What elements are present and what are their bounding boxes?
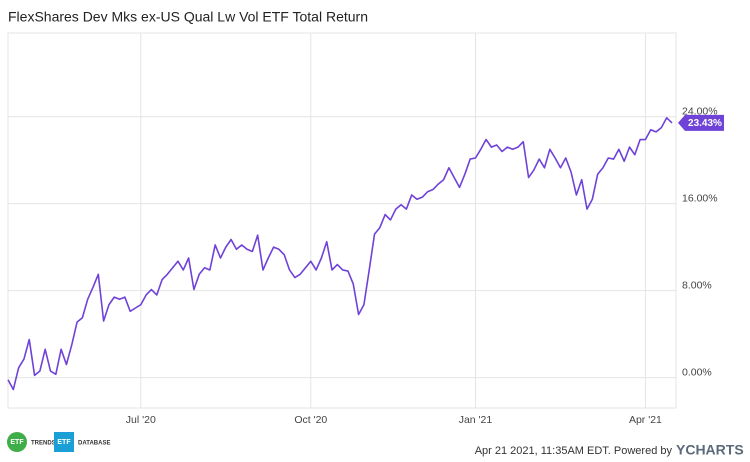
x-tick-label: Jul '20 — [126, 414, 156, 426]
logo-text: DATABASE — [78, 441, 110, 447]
logo-badge — [54, 432, 74, 452]
y-tick-label: 0.00% — [682, 366, 712, 378]
x-tick-label: Oct '20 — [294, 414, 327, 426]
x-tick-label: Jan '21 — [459, 414, 493, 426]
value-badge — [678, 114, 724, 131]
y-tick-label: 8.00% — [682, 279, 712, 291]
logo-text: TRENDS — [31, 441, 56, 447]
y-tick-label: 24.00% — [682, 105, 718, 117]
plot-frame — [7, 32, 677, 409]
chart-title: FlexShares Dev Mks ex-US Qual Lw Vol ETF… — [8, 9, 368, 25]
line — [7, 116, 673, 391]
value-label: 23.43% — [688, 118, 722, 129]
logo-badge-text: ETF — [57, 439, 71, 446]
logo-badge-text: ETF — [10, 439, 24, 446]
footer: ETF TRENDS ETF DATABASE Apr 21 2021, 11:… — [7, 432, 744, 458]
x-tick-label: Apr '21 — [629, 414, 662, 426]
logo-badge — [7, 432, 27, 452]
brand: YCHARTS — [676, 442, 744, 458]
y-tick-label: 16.00% — [682, 192, 718, 204]
timestamp: Apr 21 2021, 11:35AM EDT. Powered by — [475, 445, 673, 457]
